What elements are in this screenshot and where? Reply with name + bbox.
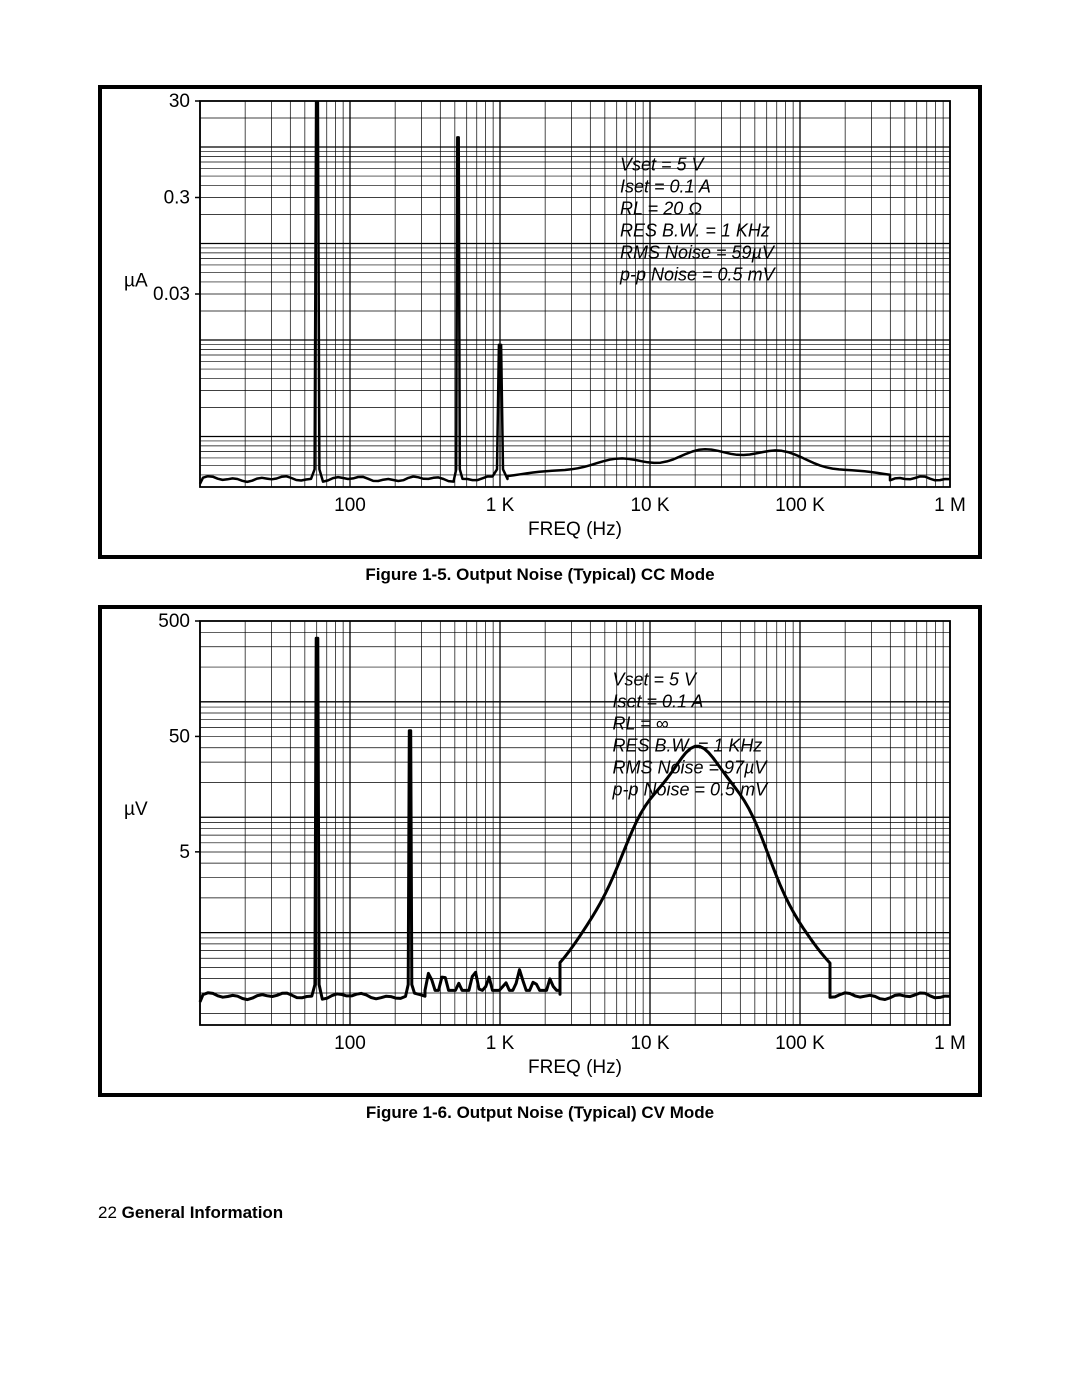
svg-text:0.3: 0.3 <box>164 188 190 209</box>
svg-text:RES B.W. = 1 KHz: RES B.W. = 1 KHz <box>620 220 770 240</box>
svg-text:Vset = 5 V: Vset = 5 V <box>620 154 706 174</box>
page-number: 22 <box>98 1203 117 1222</box>
chart-cc-mode: 30 0.3 0.03µA 100 1 K 10 K 100 K 1 M FREQ (Hz) Vs… <box>112 93 968 545</box>
svg-text:100 K: 100 K <box>775 495 825 516</box>
svg-text:10 K: 10 K <box>630 1033 669 1054</box>
svg-text:100 K: 100 K <box>775 1033 825 1054</box>
svg-text:RMS Noise = 59µV: RMS Noise = 59µV <box>620 242 776 262</box>
svg-text:Vset = 5 V: Vset = 5 V <box>613 670 699 690</box>
svg-text:p-p Noise = 0.5 mV: p-p Noise = 0.5 mV <box>619 264 777 284</box>
svg-text:0.03: 0.03 <box>153 284 190 305</box>
svg-text:10 K: 10 K <box>630 495 669 516</box>
chart-cv-mode: 500 50 5 µV 100 1 K 10 K 100 K 1 M FREQ (Hz) Vset … <box>112 613 968 1083</box>
svg-text:5: 5 <box>179 842 190 863</box>
svg-text:1 M: 1 M <box>934 495 966 516</box>
svg-text:Iset = 0.1 A: Iset = 0.1 A <box>613 692 704 712</box>
svg-text:RL = ∞: RL = ∞ <box>613 714 669 734</box>
svg-text:500: 500 <box>158 613 190 632</box>
svg-text:1 M: 1 M <box>934 1033 966 1054</box>
svg-text:RL = 20 Ω: RL = 20 Ω <box>620 198 702 218</box>
page-footer: 22 General Information <box>98 1203 982 1223</box>
svg-text:100: 100 <box>334 1033 366 1054</box>
svg-text:FREQ (Hz): FREQ (Hz) <box>528 1057 622 1078</box>
svg-text:1 K: 1 K <box>486 495 515 516</box>
footer-section: General Information <box>122 1203 284 1222</box>
svg-text:µV: µV <box>124 799 148 820</box>
svg-text:100: 100 <box>334 495 366 516</box>
svg-text:1 K: 1 K <box>486 1033 515 1054</box>
svg-text:µA: µA <box>124 270 148 291</box>
svg-text:RMS Noise = 97µV: RMS Noise = 97µV <box>613 758 769 778</box>
figure-caption-1: Figure 1-5. Output Noise (Typical) CC Mo… <box>98 565 982 585</box>
svg-text:FREQ (Hz): FREQ (Hz) <box>528 519 622 540</box>
svg-text:RES B.W. = 1 KHz: RES B.W. = 1 KHz <box>613 736 763 756</box>
figure-cv-mode: 500 50 5 µV 100 1 K 10 K 100 K 1 M FREQ (Hz) Vset … <box>98 605 982 1097</box>
svg-text:Iset = 0.1 A: Iset = 0.1 A <box>620 176 711 196</box>
svg-text:30: 30 <box>169 93 190 112</box>
figure-caption-2: Figure 1-6. Output Noise (Typical) CV Mo… <box>98 1103 982 1123</box>
svg-text:50: 50 <box>169 726 190 747</box>
svg-text:p-p Noise = 0.5 mV: p-p Noise = 0.5 mV <box>612 780 770 800</box>
figure-cc-mode: 30 0.3 0.03µA 100 1 K 10 K 100 K 1 M FREQ (Hz) Vs… <box>98 85 982 559</box>
